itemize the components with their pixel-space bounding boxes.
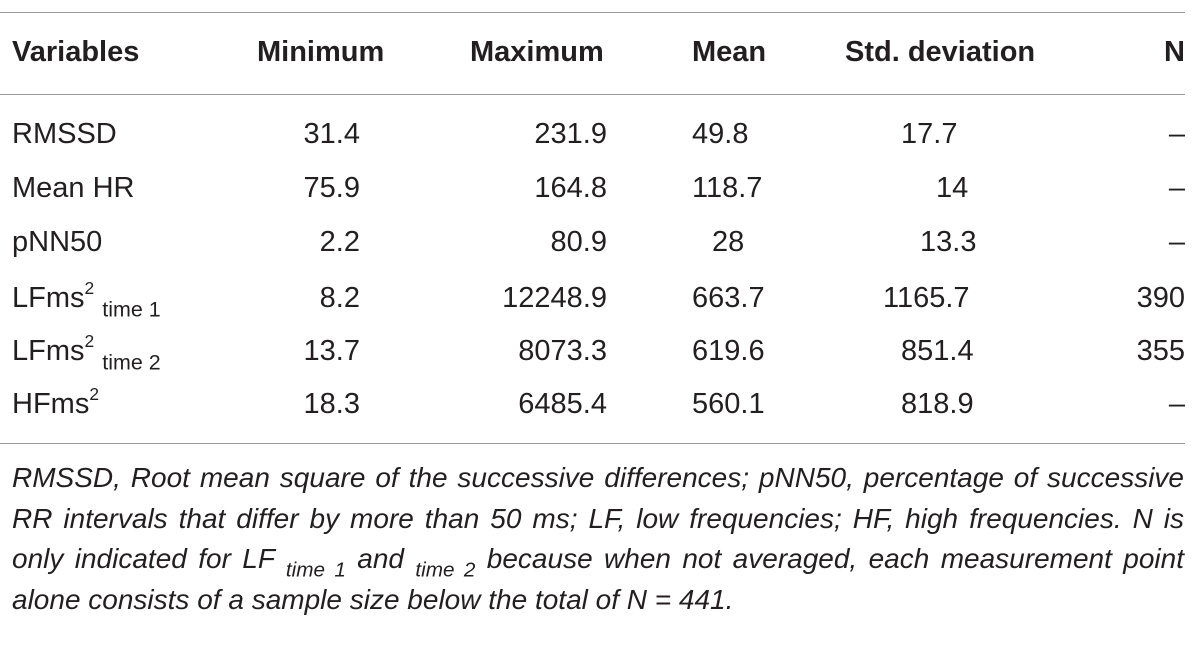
std-value: 14	[936, 172, 969, 204]
n-value: –	[1168, 118, 1185, 150]
variable-name: Mean HR	[12, 172, 135, 204]
std-value: 818.9	[901, 388, 974, 420]
variable-name: HFms2	[12, 383, 99, 420]
n-value: –	[1168, 226, 1185, 258]
std-value: 1165.7	[883, 282, 970, 314]
mean-value: 28	[712, 226, 745, 258]
std-value: 851.4	[901, 335, 974, 367]
std-value: 17.7	[901, 118, 958, 150]
minimum-value: 8.2	[319, 282, 360, 314]
table-footnote: RMSSD, Root mean square of the successiv…	[12, 462, 1184, 615]
header-variables: Variables	[12, 36, 140, 68]
table-top-rule	[0, 12, 1185, 13]
minimum-value: 13.7	[303, 335, 360, 367]
header-n: N	[1164, 36, 1185, 68]
maximum-value: 8073.3	[518, 335, 607, 367]
mean-value: 118.7	[692, 172, 763, 204]
n-value: 390	[1136, 282, 1185, 314]
header-mean: Mean	[692, 36, 767, 68]
mean-value: 619.6	[692, 335, 765, 367]
variable-name: RMSSD	[12, 118, 117, 150]
minimum-value: 75.9	[303, 172, 360, 204]
variable-name: LFms2 time 2	[12, 330, 161, 375]
n-value: 355	[1136, 335, 1185, 367]
maximum-value: 12248.9	[502, 282, 607, 314]
mean-value: 49.8	[692, 118, 749, 150]
std-value: 13.3	[920, 226, 977, 258]
minimum-value: 2.2	[319, 226, 360, 258]
maximum-value: 231.9	[534, 118, 607, 150]
mean-value: 560.1	[692, 388, 765, 420]
minimum-value: 18.3	[303, 388, 360, 420]
header-maximum: Maximum	[470, 36, 604, 68]
header-rule	[0, 94, 1185, 95]
mean-value: 663.7	[692, 282, 765, 314]
minimum-value: 31.4	[303, 118, 360, 150]
variable-name: pNN50	[12, 226, 103, 258]
n-value: –	[1168, 388, 1185, 420]
n-value: –	[1168, 172, 1185, 204]
maximum-value: 164.8	[534, 172, 607, 204]
header-std-deviation: Std. deviation	[845, 36, 1036, 68]
maximum-value: 80.9	[550, 226, 607, 258]
maximum-value: 6485.4	[518, 388, 607, 420]
header-minimum: Minimum	[257, 36, 385, 68]
variable-name: LFms2 time 1	[12, 277, 161, 322]
table-bottom-rule	[0, 443, 1185, 444]
